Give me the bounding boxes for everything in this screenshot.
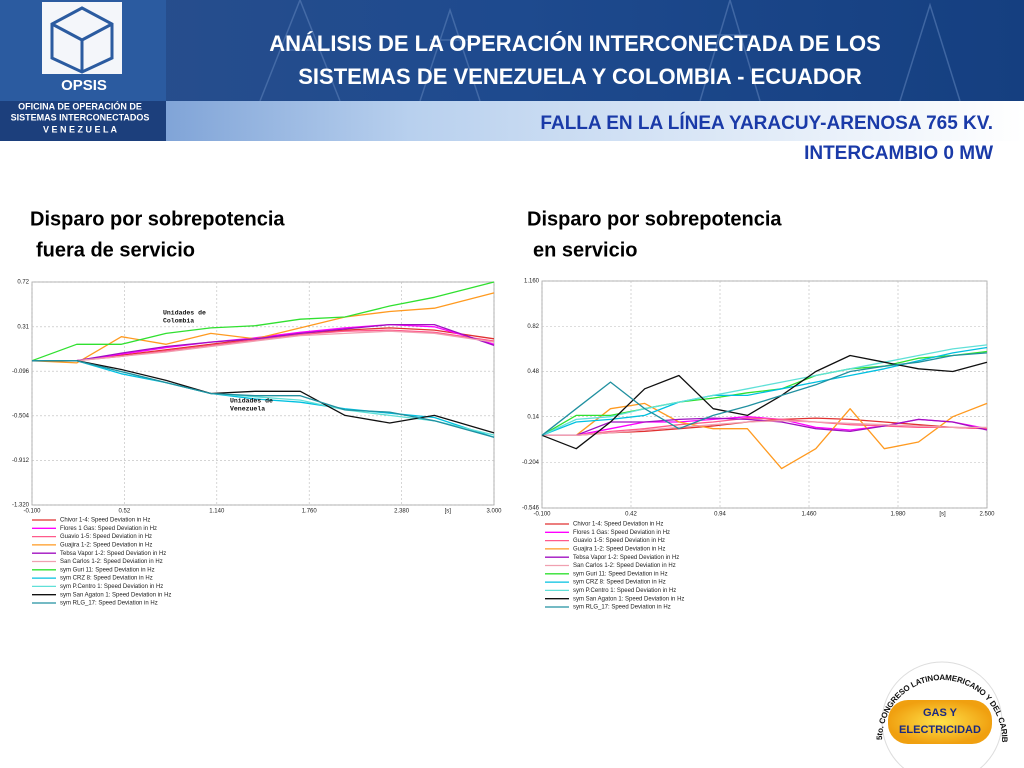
y-tick-label: -1.320 [12, 503, 30, 509]
title-line: SISTEMAS DE VENEZUELA Y COLOMBIA - ECUAD… [298, 64, 862, 89]
y-tick-label: -0.912 [12, 458, 30, 464]
plot-area [31, 281, 495, 506]
legend-label: sym San Agaton 1: Speed Deviation in Hz [60, 592, 171, 598]
x-tick-label: -0.100 [23, 509, 41, 515]
legend-label: sym P.Centro 1: Speed Deviation in Hz [573, 588, 676, 594]
x-tick-label: 1.760 [302, 509, 318, 515]
legend-label: sym San Agaton 1: Speed Deviation in Hz [573, 596, 684, 602]
plot-area [541, 280, 988, 509]
legend-label: Flores 1 Gas: Speed Deviation in Hz [573, 530, 670, 536]
legend-label: Chivor 1-4: Speed Deviation in Hz [60, 518, 150, 524]
series-line [32, 323, 495, 362]
series-line [541, 352, 988, 436]
legend-label: Flores 1 Gas: Speed Deviation in Hz [60, 526, 157, 532]
annotation: Colombia [163, 318, 194, 325]
series-line [542, 402, 988, 470]
y-tick-label: 0.31 [17, 324, 29, 330]
y-tick-label: 0.72 [17, 280, 29, 286]
series-line [32, 360, 495, 438]
chart-heading: en servicio [533, 239, 638, 261]
y-tick-label: -0.504 [12, 413, 30, 419]
x-axis-label: [s] [939, 512, 946, 518]
legend-label: Guajira 1-2: Speed Deviation in Hz [573, 546, 665, 552]
logo-badge [888, 700, 992, 744]
series-line [542, 420, 987, 436]
org-line: OFICINA DE OPERACIÓN DE [18, 100, 142, 111]
org-panel [0, 101, 166, 141]
x-tick-label: 1.460 [801, 512, 817, 518]
towers [259, 0, 961, 102]
legend-label: Tebsa Vapor 1-2: Speed Deviation in Hz [60, 551, 166, 557]
x-tick-label: 0.52 [119, 509, 131, 515]
subtitle-line: INTERCAMBIO 0 MW [804, 143, 993, 164]
logo-text: OPSIS [61, 77, 107, 94]
sub-strip [0, 101, 1024, 141]
logo-center: GAS Y [923, 707, 958, 719]
legend-label: San Carlos 1-2: Speed Deviation in Hz [60, 559, 163, 565]
legend-label: Chivor 1-4: Speed Deviation in Hz [573, 522, 663, 528]
annotation: Unidades de [163, 310, 206, 317]
series-line [541, 346, 988, 436]
legend-label: sym P.Centro 1: Speed Deviation in Hz [60, 584, 163, 590]
y-tick-label: -0.546 [522, 506, 540, 512]
series-line [31, 281, 495, 362]
y-tick-label: 0.14 [527, 414, 539, 420]
x-tick-label: 0.42 [625, 512, 637, 518]
legend-label: sym Guri 11: Speed Deviation in Hz [573, 571, 668, 577]
y-tick-label: -0.204 [522, 460, 540, 466]
legend-label: Tebsa Vapor 1-2: Speed Deviation in Hz [573, 555, 679, 561]
series-line [32, 323, 495, 362]
x-tick-label: 3.000 [486, 509, 502, 515]
org-line: SISTEMAS INTERCONECTADOS [11, 112, 150, 122]
x-tick-label: 0.94 [714, 512, 726, 518]
x-tick-label: 1.980 [890, 512, 906, 518]
chart-heading: Disparo por sobrepotencia [527, 208, 782, 230]
y-tick-label: 1.160 [524, 279, 540, 285]
legend-label: Guavio 1-5: Speed Deviation in Hz [60, 534, 152, 540]
legend-label: sym Guri 11: Speed Deviation in Hz [60, 567, 155, 573]
series-line [542, 417, 988, 436]
y-tick-label: 0.48 [527, 369, 539, 375]
legend-label: San Carlos 1-2: Speed Deviation in Hz [573, 563, 676, 569]
logo-center: ELECTRICIDAD [899, 724, 981, 736]
legend-label: sym CRZ 8: Speed Deviation in Hz [60, 576, 153, 582]
legend-label: sym RLG_17: Speed Deviation in Hz [60, 601, 158, 607]
series-line [32, 330, 495, 362]
annotation: Unidades de [230, 398, 273, 405]
legend-label: Guavio 1-5: Speed Deviation in Hz [573, 538, 665, 544]
x-axis-label: [s] [445, 509, 452, 515]
series-line [32, 360, 495, 434]
legend-label: sym CRZ 8: Speed Deviation in Hz [573, 580, 666, 586]
legend-label: Guajira 1-2: Speed Deviation in Hz [60, 542, 152, 548]
legend-label: sym RLG_17: Speed Deviation in Hz [573, 605, 671, 611]
org-line: V E N E Z U E L A [43, 124, 118, 134]
series-line [541, 350, 988, 436]
chart-heading: Disparo por sobrepotencia [30, 208, 285, 230]
banner [0, 0, 1024, 101]
logo-icon [50, 6, 114, 74]
chart-heading: fuera de servicio [36, 239, 195, 261]
x-tick-label: 1.140 [209, 509, 225, 515]
y-tick-label: 0.82 [527, 324, 539, 330]
annotation: Venezuela [230, 406, 265, 413]
title-line: ANÁLISIS DE LA OPERACIÓN INTERCONECTADA … [269, 31, 881, 56]
series-line [541, 354, 988, 450]
x-tick-label: 2.500 [979, 512, 995, 518]
y-tick-label: -0.096 [12, 369, 30, 375]
x-tick-label: -0.100 [533, 512, 551, 518]
subtitle-line: FALLA EN LA LÍNEA YARACUY-ARENOSA 765 KV… [540, 112, 993, 134]
x-tick-label: 2.380 [394, 509, 410, 515]
series-line [541, 344, 988, 436]
